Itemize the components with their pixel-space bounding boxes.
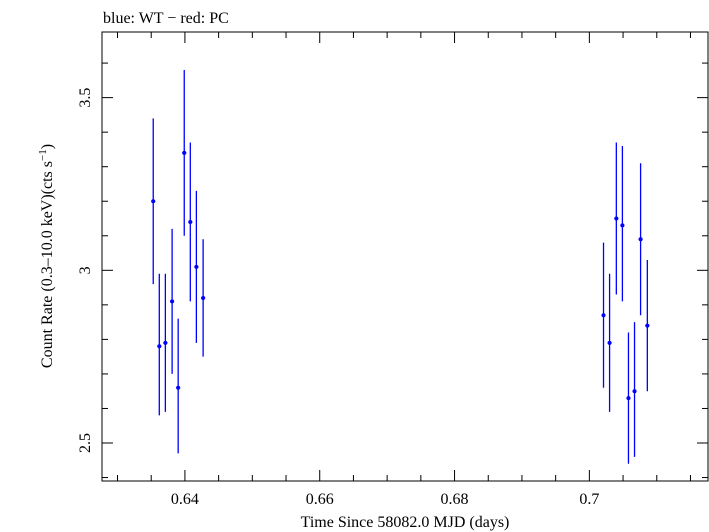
data-point: [626, 332, 631, 464]
data-point: [151, 118, 156, 285]
y-tick-label: 2.5: [77, 433, 94, 453]
data-point: [194, 190, 199, 343]
data-point: [201, 239, 206, 357]
data-point: [176, 318, 181, 454]
data-point: [188, 142, 193, 302]
point-marker: [632, 389, 637, 394]
point-marker: [157, 344, 162, 349]
data-point: [620, 145, 625, 302]
data-point: [601, 242, 606, 388]
y-axis-label-main: Count Rate (0.3–10.0 keV)(cts s: [39, 161, 56, 368]
data-point: [607, 273, 612, 412]
x-tick-label: 0.64: [171, 491, 199, 508]
data-point: [632, 322, 637, 457]
y-axis-label-superscript: −1: [37, 149, 49, 161]
data-points: [151, 69, 650, 464]
x-axis-ticks: 0.64 0.66 0.68 0.7: [117, 32, 691, 508]
point-marker: [201, 295, 206, 300]
point-marker: [601, 313, 606, 318]
data-point: [614, 142, 619, 295]
x-tick-label: 0.68: [441, 491, 469, 508]
chart-title: blue: WT − red: PC: [103, 10, 229, 27]
point-marker: [194, 264, 199, 269]
data-point: [645, 259, 650, 392]
x-axis-label: Time Since 58082.0 MJD (days): [301, 514, 510, 531]
point-marker: [176, 385, 181, 390]
y-axis-ticks: 2.5 3 3.5: [77, 62, 708, 479]
data-point: [157, 273, 162, 416]
point-marker: [182, 150, 187, 155]
point-marker: [626, 396, 631, 401]
data-point: [163, 273, 168, 412]
y-tick-label: 3.5: [77, 88, 94, 108]
point-marker: [614, 216, 619, 221]
data-point: [170, 228, 175, 374]
x-tick-label: 0.66: [306, 491, 334, 508]
point-marker: [151, 199, 156, 204]
point-marker: [163, 340, 168, 345]
plot-frame: [101, 31, 709, 482]
y-axis-label: Count Rate (0.3–10.0 keV)(cts s−1): [37, 144, 56, 368]
point-marker: [607, 340, 612, 345]
point-marker: [170, 299, 175, 304]
x-tick-label: 0.7: [579, 491, 599, 508]
point-marker: [638, 237, 643, 242]
point-marker: [188, 219, 193, 224]
y-axis-label-close: ): [39, 144, 56, 149]
y-tick-label: 3: [77, 266, 94, 274]
data-point: [182, 69, 187, 236]
data-point: [638, 163, 643, 316]
point-marker: [645, 323, 650, 328]
point-marker: [620, 223, 625, 228]
